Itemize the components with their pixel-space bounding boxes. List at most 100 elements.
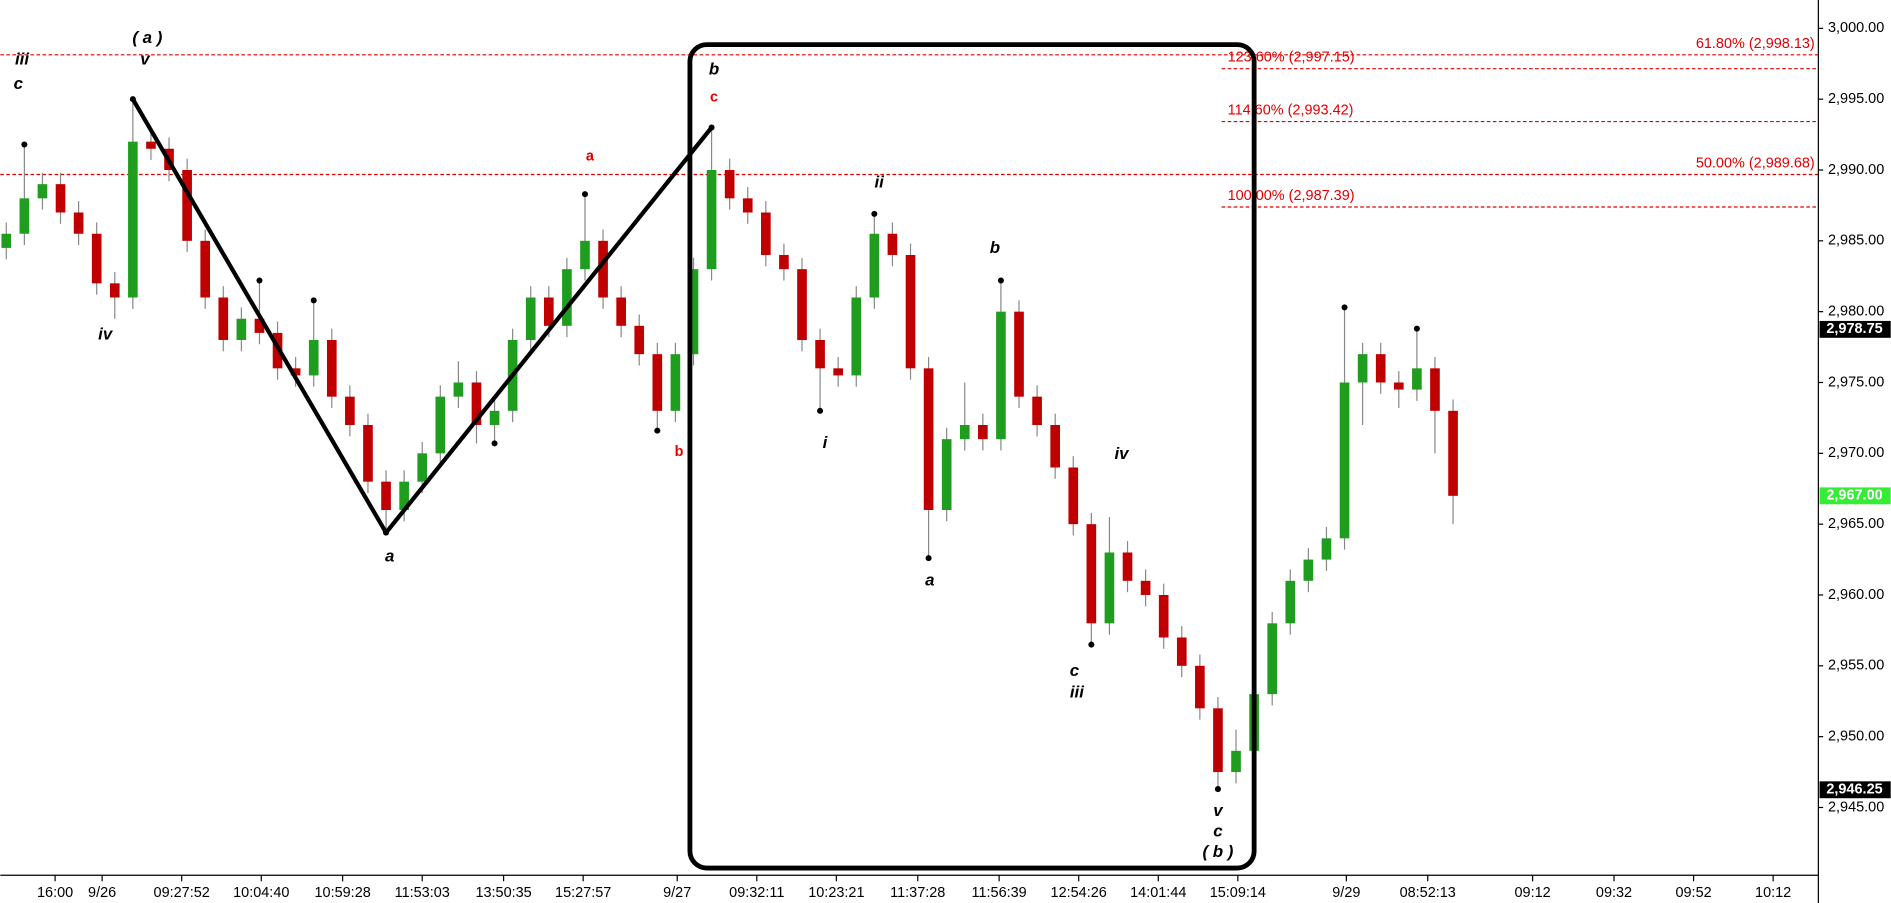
candle-body bbox=[525, 297, 536, 340]
candle-body bbox=[1231, 750, 1241, 773]
swing-dot bbox=[1341, 304, 1348, 311]
candle-body bbox=[1140, 580, 1151, 595]
candle-body bbox=[634, 325, 645, 355]
swing-dot bbox=[256, 277, 263, 284]
fib-label: 100.00% (2,987.39) bbox=[1228, 188, 1355, 204]
candle-body bbox=[869, 233, 880, 298]
candle-body bbox=[37, 184, 48, 199]
candle-body bbox=[851, 297, 862, 376]
wave-label: iv bbox=[98, 325, 114, 344]
candle-body bbox=[471, 382, 482, 425]
candle-body bbox=[652, 354, 663, 411]
candle-body bbox=[761, 212, 771, 255]
highlight-box bbox=[687, 42, 1257, 871]
candle-body bbox=[146, 141, 156, 149]
fib-label: 123.60% (2,997.15) bbox=[1228, 50, 1355, 66]
price-marker bbox=[1819, 487, 1891, 505]
candle-body bbox=[19, 198, 30, 234]
wave-label: a bbox=[925, 571, 934, 590]
candle-body bbox=[616, 297, 626, 326]
candle-body bbox=[218, 297, 229, 340]
candle-body bbox=[1285, 580, 1296, 624]
candle-body bbox=[1032, 396, 1042, 425]
candle-body bbox=[1448, 410, 1458, 496]
candle-body bbox=[200, 240, 211, 298]
candle-body bbox=[1321, 538, 1332, 560]
candle-body bbox=[1, 233, 12, 248]
y-tick-label: 2,980.00 bbox=[1828, 303, 1884, 319]
candle-body bbox=[742, 198, 753, 213]
x-tick-label: 09:52 bbox=[1675, 885, 1711, 901]
candle-body bbox=[1068, 467, 1079, 525]
wave-label: ( b ) bbox=[1203, 842, 1234, 861]
x-tick-label: 11:37:28 bbox=[890, 885, 945, 901]
candle-body bbox=[1195, 665, 1205, 709]
swing-dot bbox=[581, 191, 588, 198]
wave-line bbox=[131, 98, 714, 535]
candle-body bbox=[1176, 637, 1187, 666]
candle-body bbox=[887, 233, 898, 255]
wave-label: v bbox=[140, 50, 151, 69]
candle-body bbox=[417, 453, 428, 482]
wave-label: iii bbox=[15, 50, 29, 69]
wave-label: iii bbox=[1070, 683, 1084, 702]
y-tick-label: 2,955.00 bbox=[1828, 658, 1884, 674]
wave-label: iv bbox=[1114, 444, 1130, 463]
candle-body bbox=[779, 254, 789, 270]
candle-body bbox=[109, 283, 120, 298]
wave-label: v bbox=[1213, 801, 1224, 820]
swing-dot bbox=[654, 427, 661, 434]
x-tick-label: 16:00 bbox=[37, 885, 73, 901]
wave-label: a bbox=[385, 546, 394, 565]
candle-body bbox=[1303, 559, 1314, 581]
candle-body bbox=[254, 318, 265, 333]
candle-body bbox=[562, 269, 572, 326]
wave-label: c bbox=[710, 89, 718, 105]
candle-body bbox=[1412, 368, 1422, 390]
candle-body bbox=[923, 368, 934, 510]
candle-body bbox=[941, 439, 952, 510]
price-marker-label: 2,967.00 bbox=[1826, 488, 1882, 504]
x-tick-label: 15:27:57 bbox=[555, 885, 611, 901]
y-tick-label: 3,000.00 bbox=[1828, 20, 1884, 36]
candle-body bbox=[688, 269, 699, 355]
candle-body bbox=[399, 481, 409, 510]
candle-body bbox=[1375, 354, 1386, 383]
x-tick-label: 15:09:14 bbox=[1210, 885, 1266, 901]
swing-dot bbox=[1413, 325, 1420, 332]
candle-body bbox=[489, 410, 500, 425]
y-tick-label: 2,990.00 bbox=[1828, 162, 1884, 178]
candle-body bbox=[363, 424, 373, 482]
candle-body bbox=[706, 169, 717, 270]
candle-body bbox=[905, 254, 916, 369]
plot: 61.80% (2,998.13) 123.60% (2,997.15) 114.6… bbox=[0, 36, 1819, 793]
candle-body bbox=[1267, 623, 1278, 695]
wave-label: c bbox=[14, 74, 24, 93]
candle-body bbox=[308, 339, 319, 376]
candle-body bbox=[959, 424, 970, 440]
swing-dot bbox=[925, 555, 932, 562]
wave-label: i bbox=[823, 433, 828, 452]
candle-body bbox=[543, 297, 554, 326]
candle-body bbox=[1086, 524, 1097, 624]
swing-dot bbox=[997, 277, 1004, 284]
y-tick-label: 2,985.00 bbox=[1828, 233, 1884, 249]
candle-body bbox=[290, 368, 301, 376]
x-tick-label: 9/26 bbox=[88, 885, 116, 901]
x-tick-label: 09:12 bbox=[1515, 885, 1551, 901]
candle-body bbox=[128, 141, 138, 298]
candle-body bbox=[236, 318, 247, 340]
swing-dot bbox=[21, 141, 28, 148]
candle-body bbox=[1158, 594, 1169, 638]
wave-label: c bbox=[1213, 821, 1223, 840]
candle-body bbox=[580, 240, 590, 270]
x-tick-label: 9/29 bbox=[1332, 885, 1360, 901]
x-tick-label: 11:53:03 bbox=[395, 885, 450, 901]
x-tick-label: 09:32 bbox=[1596, 885, 1632, 901]
x-tick-label: 09:27:52 bbox=[154, 885, 210, 901]
candle-body bbox=[724, 169, 735, 199]
candle-body bbox=[381, 481, 391, 510]
wave-label: b bbox=[675, 444, 684, 460]
